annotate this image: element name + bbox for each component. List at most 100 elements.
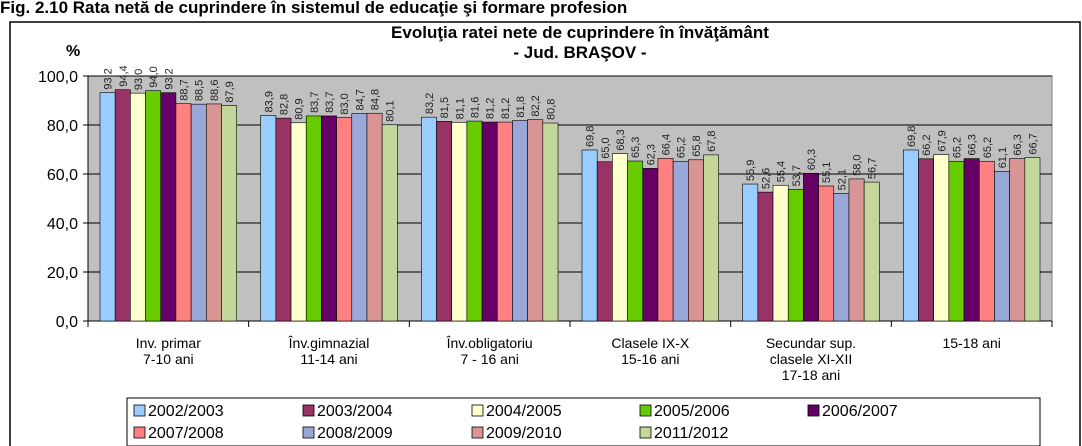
y-tick-label: 0,0: [56, 314, 78, 331]
data-label: 88,7: [179, 79, 191, 100]
data-label: 93,2: [103, 68, 115, 89]
data-label: 52,1: [836, 169, 848, 190]
data-label: 55,4: [776, 161, 788, 182]
bar: [1024, 157, 1041, 322]
x-tick-label: Înv.gimnazial 11-14 ani: [288, 335, 370, 367]
bar: [481, 121, 498, 322]
x-tick-label: Clasele IX-X 15-16 ani: [611, 335, 689, 367]
legend-swatch: [639, 426, 652, 439]
plot-area: [87, 75, 1053, 322]
bar: [918, 158, 935, 322]
bar: [863, 181, 880, 322]
legend-label: 2005/2006: [654, 403, 730, 420]
data-label: 55,1: [821, 162, 833, 183]
bar: [772, 184, 789, 322]
bar: [436, 121, 453, 322]
data-label: 53,7: [791, 165, 803, 186]
data-label: 80,9: [294, 98, 306, 119]
data-label: 81,1: [454, 98, 466, 119]
data-label: 82,8: [278, 94, 290, 115]
legend-swatch: [807, 404, 820, 417]
data-label: 67,8: [706, 130, 718, 151]
data-label: 84,8: [370, 89, 382, 110]
legend-label: 2008/2009: [317, 425, 393, 442]
data-label: 65,2: [951, 137, 963, 158]
bar: [612, 153, 628, 322]
bar: [787, 189, 804, 322]
data-label: 80,1: [385, 100, 397, 121]
bar: [672, 160, 689, 322]
bar: [305, 115, 322, 322]
data-label: 67,9: [936, 130, 948, 151]
data-label: 56,7: [867, 158, 879, 179]
bar: [903, 149, 919, 322]
data-label: 87,9: [224, 81, 236, 102]
y-tick-label: 100,0: [38, 69, 78, 86]
data-label: 66,7: [1027, 133, 1039, 154]
bar: [381, 124, 398, 322]
data-label: 66,3: [967, 134, 979, 155]
bar: [978, 160, 995, 322]
bar: [160, 92, 177, 322]
bar: [221, 105, 237, 322]
bar: [366, 112, 383, 322]
legend-swatch: [133, 404, 146, 417]
bar: [963, 158, 980, 322]
data-label: 81,6: [469, 97, 481, 118]
bar: [581, 149, 598, 322]
data-label: 88,5: [194, 80, 206, 101]
x-tick-label: Înv.obligatoriu 7 - 16 ani: [446, 335, 533, 367]
data-label: 84,7: [354, 89, 366, 110]
data-label: 66,4: [661, 134, 673, 155]
chart-title: Evoluţia ratei nete de cuprindere în înv…: [391, 23, 769, 42]
bar: [290, 122, 307, 322]
bar: [542, 122, 559, 322]
bar: [351, 113, 368, 322]
bar: [742, 183, 759, 322]
data-label: 83,0: [339, 93, 351, 114]
data-label: 55,9: [745, 160, 757, 181]
bar: [99, 92, 116, 322]
legend-label: 2009/2010: [486, 425, 562, 442]
bar: [205, 103, 222, 322]
data-label: 81,5: [439, 97, 451, 118]
data-label: 83,7: [309, 92, 321, 113]
bar: [1009, 158, 1026, 322]
bar: [321, 115, 337, 322]
chart-subtitle: - Jud. BRAŞOV -: [513, 43, 646, 62]
legend-swatch: [639, 404, 652, 417]
legend-swatch: [471, 404, 484, 417]
data-label: 69,8: [585, 126, 597, 147]
legend-label: 2011/2012: [654, 425, 729, 442]
data-label: 66,3: [1012, 134, 1024, 155]
x-tick-label: Secundar sup. clasele XI-XII 17-18 ani: [766, 335, 856, 383]
data-label: 58,0: [852, 154, 864, 175]
legend-label: 2004/2005: [486, 403, 562, 420]
bar: [275, 117, 292, 322]
bar: [833, 193, 850, 322]
bar: [496, 121, 513, 322]
data-label: 80,8: [545, 99, 557, 120]
bar: [627, 160, 644, 322]
legend-label: 2002/2003: [148, 403, 224, 420]
bar: [994, 171, 1010, 322]
bar: [175, 103, 192, 322]
data-label: 83,9: [263, 91, 275, 112]
bar: [948, 160, 965, 322]
data-label: 60,3: [806, 149, 818, 170]
data-label: 61,1: [997, 147, 1009, 168]
data-label: 65,2: [982, 137, 994, 158]
bar: [933, 154, 950, 322]
bar: [130, 92, 146, 322]
data-label: 66,2: [921, 134, 933, 155]
data-label: 83,7: [324, 92, 336, 113]
bar: [803, 172, 819, 322]
bar: [451, 122, 468, 322]
data-label: 65,2: [676, 137, 688, 158]
data-label: 81,2: [485, 98, 497, 119]
legend-swatch: [302, 426, 315, 439]
figure-caption: Fig. 2.10 Rata netă de cuprindere în sis…: [0, 0, 627, 17]
bar: [642, 168, 659, 322]
bar: [527, 119, 544, 322]
bar: [596, 161, 613, 322]
